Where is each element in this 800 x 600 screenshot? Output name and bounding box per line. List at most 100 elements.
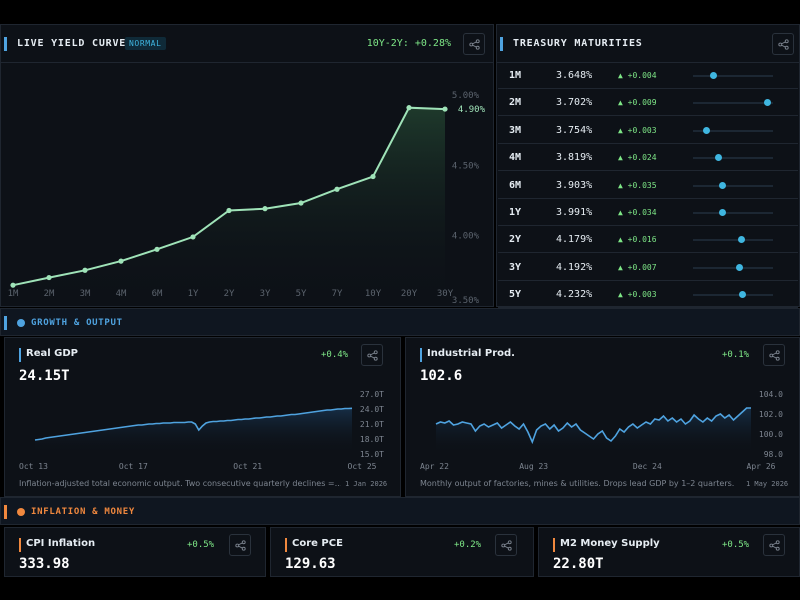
treasury-row-1Y[interactable]: 1Y 3.991% ▲ +0.034 xyxy=(498,199,798,226)
treasury-row-4M[interactable]: 4M 3.819% ▲ +0.024 xyxy=(498,144,798,172)
card-accent xyxy=(285,538,287,552)
yield-point-4M xyxy=(118,258,124,264)
yield-point-3M xyxy=(82,267,88,273)
industrial-prod-sparkline-chart: 104.0 102.0 100.0 98.0 Apr 22 Aug 23 Dec 24 Apr… xyxy=(420,390,783,471)
treasury-row-2M[interactable]: 2M 3.702% ▲ +0.009 xyxy=(498,89,798,117)
treasury-row-5Y[interactable]: 5Y 4.232% ▲ +0.003 xyxy=(498,281,798,309)
panel-title: LIVE YIELD CURVE xyxy=(17,38,127,49)
m2-money-supply-card[interactable]: M2 Money Supply +0.5% 22.80T xyxy=(538,527,800,577)
range-marker xyxy=(718,181,726,189)
panel-title: TREASURY MATURITIES xyxy=(513,38,643,49)
x-tick-label: Oct 21 xyxy=(233,462,262,471)
bottom-strip xyxy=(0,577,800,600)
rate-value: 4.232% xyxy=(556,289,593,301)
yield-curve-panel: LIVE YIELD CURVE NORMAL 10Y-2Y: +0.28% 5… xyxy=(0,24,494,307)
yield-point-1Y xyxy=(190,234,196,240)
rate-change: ▲ +0.016 xyxy=(618,235,657,245)
y-tick-label: 100.0 xyxy=(759,430,783,439)
x-tick-label: 3Y xyxy=(260,289,271,299)
range-track xyxy=(693,209,773,216)
yield-point-2M xyxy=(46,274,52,281)
treasury-row-2Y[interactable]: 2Y 4.179% ▲ +0.016 xyxy=(498,226,798,254)
share-button[interactable] xyxy=(763,344,785,366)
yield-point-10Y xyxy=(370,173,376,180)
section-accent xyxy=(4,505,7,519)
x-tick-label: Oct 25 xyxy=(348,462,377,471)
share-button[interactable] xyxy=(763,534,785,556)
section-title: GROWTH & OUTPUT xyxy=(31,318,123,328)
x-tick-label: 2M xyxy=(44,289,55,299)
yield-point-7Y xyxy=(334,186,340,192)
x-tick-label: 6M xyxy=(152,289,163,299)
share-icon xyxy=(768,539,780,551)
card-description: Inflation-adjusted total economic output… xyxy=(19,479,341,488)
x-tick-label: 20Y xyxy=(401,289,418,299)
card-title: Industrial Prod. xyxy=(427,348,515,359)
card-change: +0.1% xyxy=(722,350,750,360)
rate-change: ▲ +0.035 xyxy=(618,180,657,190)
share-button[interactable] xyxy=(495,534,517,556)
treasury-row-6M[interactable]: 6M 3.903% ▲ +0.035 xyxy=(498,172,798,199)
series-line xyxy=(34,407,353,441)
treasury-row-1M[interactable]: 1M 3.648% ▲ +0.004 xyxy=(498,62,798,89)
real-gdp-card[interactable]: Real GDP +0.4% 24.15T 27.0T 24.0T 21.0T 18.… xyxy=(4,337,401,497)
card-value: 102.6 xyxy=(420,368,463,384)
series-line xyxy=(435,407,751,445)
x-tick-label: Dec 24 xyxy=(633,462,662,471)
spread-readout: 10Y-2Y: +0.28% xyxy=(366,38,451,49)
rate-change: ▲ +0.003 xyxy=(618,290,657,300)
cpi-inflation-card[interactable]: CPI Inflation +0.5% 333.98 xyxy=(4,527,266,577)
share-button[interactable] xyxy=(229,534,251,556)
term-label: 6M xyxy=(509,179,522,191)
x-tick-label: 1M xyxy=(8,289,19,299)
top-strip xyxy=(0,0,800,24)
card-change: +0.2% xyxy=(454,540,482,550)
x-tick-label: 3M xyxy=(80,289,91,299)
header-accent xyxy=(4,37,7,51)
x-tick-label: Oct 13 xyxy=(19,462,48,471)
x-tick-label: Oct 17 xyxy=(119,462,148,471)
yield-area xyxy=(13,107,445,306)
card-change: +0.5% xyxy=(722,540,750,550)
term-label: 1Y xyxy=(509,207,522,218)
industrial-production-card[interactable]: Industrial Prod. +0.1% 102.6 104.0 102.0 1… xyxy=(405,337,800,497)
range-marker xyxy=(735,263,743,271)
card-accent xyxy=(19,538,21,552)
range-track xyxy=(693,126,773,134)
rate-change: ▲ +0.007 xyxy=(618,262,657,272)
card-value: 333.98 xyxy=(19,556,70,572)
x-tick-label: Aug 23 xyxy=(519,462,548,471)
range-marker xyxy=(718,209,726,216)
share-icon xyxy=(768,349,780,361)
x-tick-label: Apr 26 xyxy=(747,462,776,471)
card-description: Monthly output of factories, mines & uti… xyxy=(420,479,735,488)
y-tick-label: 15.0T xyxy=(360,450,384,459)
card-change: +0.4% xyxy=(321,350,349,360)
share-button[interactable] xyxy=(463,33,485,55)
share-button[interactable] xyxy=(361,344,383,366)
range-track xyxy=(693,154,773,162)
card-accent xyxy=(19,348,21,362)
rate-value: 3.819% xyxy=(556,152,593,164)
rate-value: 4.192% xyxy=(556,261,593,273)
card-date: 1 Jan 2026 xyxy=(345,480,388,488)
treasury-row-3Y[interactable]: 3Y 4.192% ▲ +0.007 xyxy=(498,254,798,281)
curve-status-badge: NORMAL xyxy=(125,37,166,50)
share-icon xyxy=(366,349,378,361)
range-track xyxy=(693,181,773,189)
y-tick-label: 98.0 xyxy=(764,450,783,459)
x-tick-label: Apr 22 xyxy=(420,462,449,471)
share-button[interactable] xyxy=(772,33,794,55)
term-label: 3Y xyxy=(509,261,522,273)
share-icon xyxy=(500,539,512,551)
range-marker xyxy=(764,99,772,107)
x-tick-label: 2Y xyxy=(224,289,235,299)
treasury-row-3M[interactable]: 3M 3.754% ▲ +0.003 xyxy=(498,117,798,144)
term-label: 2M xyxy=(509,97,522,109)
range-track xyxy=(693,72,773,79)
x-tick-label: 5Y xyxy=(296,289,307,299)
y-tick-label: 5.00% xyxy=(452,91,480,101)
yield-curve-header: LIVE YIELD CURVE NORMAL 10Y-2Y: +0.28% xyxy=(1,25,493,63)
range-track xyxy=(693,263,773,271)
core-pce-card[interactable]: Core PCE +0.2% 129.63 xyxy=(270,527,534,577)
